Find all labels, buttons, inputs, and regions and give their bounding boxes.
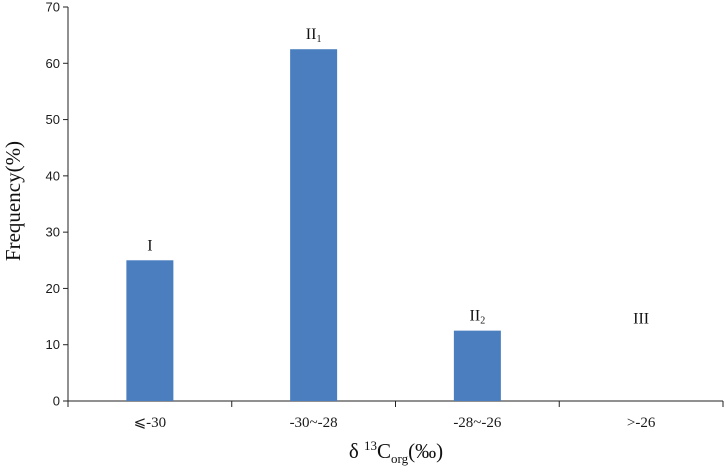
labels: 010203040506070⩽-30I-30~-28II1-28~-26II2… [46, 0, 656, 431]
bar-annotation-sub: 1 [316, 34, 321, 45]
y-tick-label: 60 [46, 56, 60, 71]
x-tick-label: -30~-28 [290, 415, 338, 431]
bar-annotation-main: II [470, 308, 481, 325]
bar [290, 49, 338, 401]
y-tick-label: 40 [46, 168, 60, 183]
y-tick-label: 20 [46, 281, 60, 296]
bar-annotation-main: I [147, 237, 152, 254]
bar-annotation-main: III [633, 310, 649, 327]
axes [63, 6, 724, 407]
y-tick-label: 70 [46, 0, 60, 15]
y-tick-label: 0 [53, 394, 60, 409]
x-axis-title-sub: org [391, 451, 409, 466]
bar-annotation: I [147, 237, 152, 254]
bar-annotation: II2 [470, 308, 486, 327]
x-tick-label: -28~-26 [453, 415, 502, 431]
y-tick-label: 10 [46, 337, 60, 352]
bar [453, 330, 501, 401]
bar-annotation-sub: 2 [480, 316, 485, 327]
y-tick-label: 50 [46, 112, 60, 127]
y-axis-title: Frequency(%) [1, 141, 25, 261]
bar-annotation-main: II [306, 26, 317, 43]
x-axis-title-sup: 13 [364, 438, 377, 453]
bar-annotation: II1 [306, 26, 322, 45]
x-axis-title: δ 13Corg(‰) [349, 438, 443, 466]
x-axis-title-prefix: δ [349, 439, 364, 463]
x-axis-title-suffix: (‰) [408, 439, 443, 463]
x-axis-title-base: C [377, 439, 391, 463]
bar-annotation: III [633, 310, 649, 327]
y-tick-label: 30 [46, 225, 60, 240]
x-tick-label: >-26 [627, 415, 656, 431]
bars [126, 49, 501, 401]
bar [126, 260, 174, 401]
x-tick-label: ⩽-30 [134, 415, 167, 431]
